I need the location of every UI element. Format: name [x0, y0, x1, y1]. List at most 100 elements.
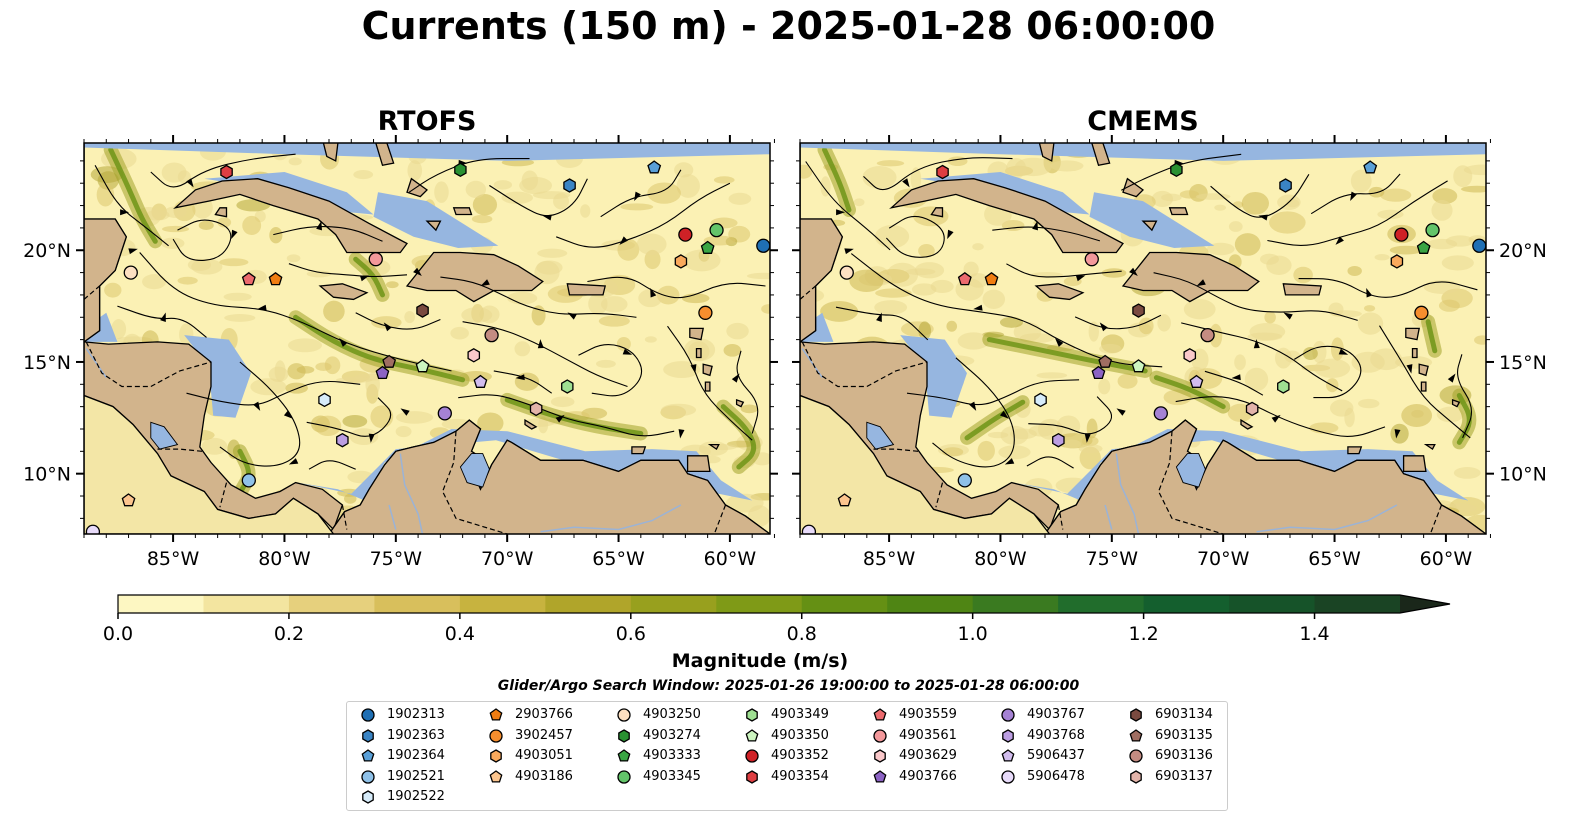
legend-label: 4903350 [771, 727, 829, 743]
flow-arrow [969, 401, 977, 411]
streamline [489, 178, 588, 217]
lake-maracaibo [459, 453, 490, 488]
legend-label: 1902364 [387, 748, 445, 763]
streamline [1028, 396, 1113, 435]
land-andros [322, 143, 339, 162]
float-legend: 1902313 1902363 1902364 1902521 1902522 29037… [346, 701, 1228, 811]
float-marker-4903250 [123, 265, 138, 280]
flow-arrow [413, 267, 422, 276]
float-marker-5906437 [473, 374, 488, 388]
legend-label: 4903186 [515, 768, 573, 784]
flow-arrow [253, 401, 261, 411]
legend-marker-5906478 [1001, 769, 1015, 784]
streamline [1294, 345, 1362, 399]
flow-arrow [690, 364, 697, 374]
colorbar-segment [1143, 595, 1230, 613]
colorbar-tick-label: 0.4 [445, 623, 475, 645]
map-figure: 85°W 80°W 75°W 70°W 65°W 60°W 10°N 15°N 20°N 85°… [23, 135, 1547, 570]
country-border [341, 504, 348, 530]
float-marker-4903559 [957, 271, 972, 286]
flow-arrow [1099, 322, 1108, 332]
streamline [462, 321, 628, 388]
float-marker-4903354 [936, 164, 949, 180]
figure-title: Currents (150 m) - 2025-01-28 06:00:00 [361, 4, 1216, 48]
streamline [835, 306, 929, 341]
panel-title-rtofs: RTOFS [377, 106, 477, 137]
float-marker-4903349 [561, 379, 574, 394]
flow-arrow [836, 209, 846, 216]
land-bahama2 [375, 143, 395, 167]
streamline [1379, 325, 1471, 439]
float-marker-1902522 [1034, 392, 1047, 408]
land-barbados [1451, 398, 1461, 408]
flow-arrow [1350, 191, 1357, 202]
legend-label: 4903629 [899, 748, 957, 763]
float-marker-6903136 [1200, 327, 1215, 343]
map-ticks: 85°W 80°W 75°W 70°W 65°W 60°W 10°N 15°N 20°N [23, 135, 778, 570]
land-hispaniola [1121, 251, 1260, 303]
streamline [1310, 173, 1401, 215]
colorbar-segment [716, 595, 803, 613]
country-border [85, 341, 212, 388]
legend-marker-4903766 [873, 769, 887, 783]
colorbar-tick-label: 1.2 [1128, 623, 1158, 645]
float-marker-4903349 [1277, 379, 1290, 394]
flow-arrow [1283, 312, 1293, 320]
flow-arrow [1253, 339, 1260, 349]
legend-label: 1902313 [387, 707, 445, 722]
streamline [1204, 370, 1264, 396]
float-marker-1902313 [756, 238, 770, 253]
float-marker-4903768 [1052, 432, 1065, 448]
legend-marker-4903559 [873, 708, 887, 721]
streamline [1006, 263, 1122, 278]
legend-marker-5906437 [1001, 749, 1015, 762]
country-border [713, 504, 727, 534]
float-marker-4903350 [415, 359, 430, 373]
flow-arrow [283, 410, 293, 419]
streamline [219, 361, 301, 467]
legend-label: 4903767 [1027, 707, 1085, 722]
flow-arrow [844, 248, 854, 255]
streamline [493, 370, 553, 394]
streamline [600, 169, 682, 218]
river [388, 504, 397, 530]
lon-tick-label: 75°W [370, 548, 423, 570]
legend-label: 4903352 [771, 748, 829, 763]
panel-title-cmems: CMEMS [1087, 106, 1199, 137]
land-bahama3 [1122, 177, 1145, 198]
float-marker-4903352 [678, 227, 693, 242]
legend-marker-3902457 [489, 728, 503, 743]
land-masses [800, 143, 1486, 534]
streamline [850, 253, 1163, 368]
flow-arrow [1055, 338, 1064, 347]
land-lucia [704, 381, 711, 392]
flow-arrow [555, 414, 565, 423]
streamline [1175, 396, 1386, 437]
colorbar-segment [459, 595, 546, 613]
streamline [1210, 174, 1310, 218]
land-jamaica [1034, 283, 1085, 301]
float-marker-4903354 [220, 164, 233, 180]
lake-nicaragua [150, 421, 179, 450]
flow-arrow [634, 191, 641, 202]
streamline [440, 276, 637, 318]
float-marker-6903134 [1132, 303, 1145, 318]
colorbar-segment [288, 595, 375, 613]
flow-arrow [480, 279, 490, 287]
legend-marker-4903354 [746, 769, 758, 784]
streamline [273, 226, 383, 242]
land-tobago [1423, 443, 1436, 451]
flow-arrow [542, 214, 552, 221]
float-marker-4903333 [700, 240, 715, 254]
lon-tick-label: 85°W [147, 548, 200, 570]
legend-label: 4903274 [643, 727, 701, 743]
pacific-current-field [84, 394, 335, 534]
land-yucatan [84, 143, 128, 343]
country-border [800, 285, 816, 300]
flow-arrow [1196, 279, 1206, 287]
float-marker-3902457 [698, 305, 713, 320]
lon-tick-label: 60°W [1420, 548, 1473, 570]
land-isla [214, 207, 228, 218]
colorbar-tick-label: 1.4 [1299, 623, 1329, 645]
legend-marker-4903333 [617, 749, 631, 762]
